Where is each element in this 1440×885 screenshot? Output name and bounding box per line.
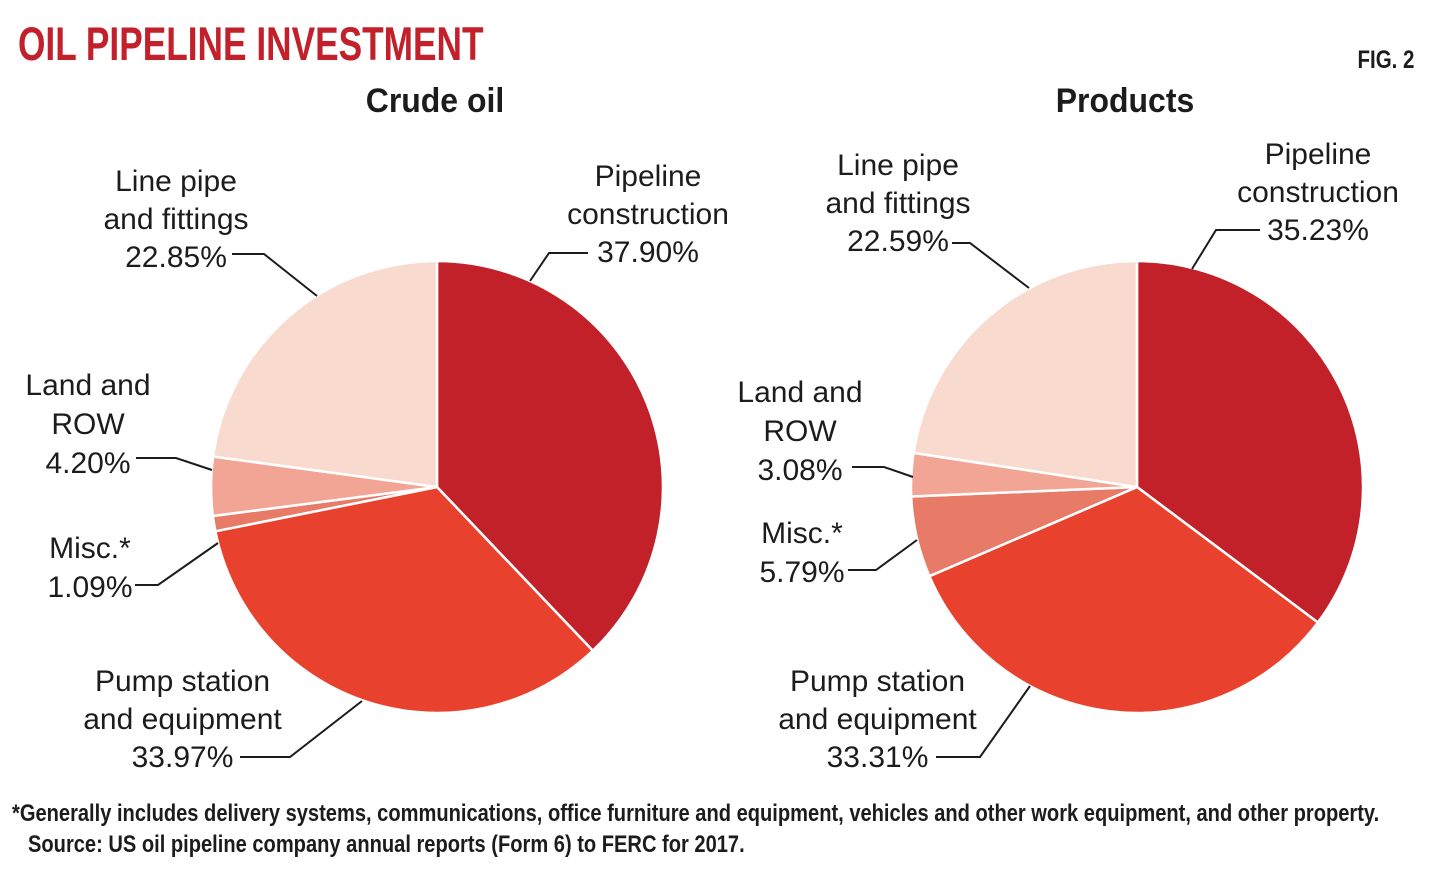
label-crude-pipeline-construction: Pipeline construction 37.90%	[528, 158, 768, 272]
label-products-pump-station: Pump station and equipment 33.31%	[755, 663, 1000, 777]
leader-products-land-row	[852, 466, 914, 478]
crude-oil-pie-slice-4	[211, 259, 439, 489]
products-chart-title: Products	[1055, 82, 1195, 120]
footnote-asterisk: *Generally includes delivery systems, co…	[12, 800, 1380, 827]
crude-oil-pie-slice-1	[214, 485, 595, 715]
leader-crude-land-row	[136, 457, 213, 471]
label-products-land-row: Land and ROW 3.08%	[712, 373, 888, 490]
leader-products-pump-station	[936, 685, 1031, 758]
label-products-misc-pct: 5.79%	[759, 556, 845, 589]
label-crude-pipeline-construction-pct: 37.90%	[597, 236, 699, 269]
leader-crude-misc	[135, 542, 219, 586]
figure-title: OIL PIPELINE INVESTMENT	[18, 17, 484, 70]
products-pie-slice-1	[928, 485, 1320, 715]
leader-crude-pump-station	[240, 700, 363, 758]
leader-products-line-pipe	[952, 242, 1030, 289]
products-pie	[909, 259, 1365, 715]
label-products-line-pipe-pct: 22.59%	[847, 225, 949, 258]
label-crude-misc: Misc.* 1.09%	[5, 529, 175, 607]
products-pie-slice-0	[1135, 259, 1365, 624]
leader-crude-line-pipe	[232, 253, 318, 297]
label-products-line-pipe: Line pipe and fittings 22.59%	[778, 147, 1018, 261]
label-crude-misc-pct: 1.09%	[47, 571, 133, 604]
figure-number: FIG. 2	[1357, 46, 1414, 74]
label-crude-land-row-pct: 4.20%	[45, 447, 131, 480]
label-crude-line-pipe-pct: 22.85%	[125, 241, 227, 274]
leader-lines	[135, 229, 1260, 758]
crude-oil-chart-title: Crude oil	[365, 82, 505, 120]
products-pie-slice-4	[912, 259, 1139, 489]
label-crude-land-row: Land and ROW 4.20%	[0, 366, 176, 483]
leader-products-pipeline-construction	[1191, 229, 1260, 270]
label-products-land-row-pct: 3.08%	[757, 454, 843, 487]
leader-crude-pipeline-construction	[529, 252, 588, 282]
leader-products-misc	[848, 539, 918, 571]
footnote-source: Source: US oil pipeline company annual r…	[28, 831, 745, 858]
label-products-pump-station-pct: 33.31%	[826, 741, 929, 774]
label-products-misc: Misc.* 5.79%	[714, 514, 890, 592]
label-crude-line-pipe: Line pipe and fittings 22.85%	[56, 163, 296, 277]
label-crude-pump-station-pct: 33.97%	[131, 741, 234, 774]
crude-oil-pie	[209, 259, 665, 715]
label-products-pipeline-construction-pct: 35.23%	[1267, 214, 1369, 247]
label-crude-pump-station: Pump station and equipment 33.97%	[60, 663, 305, 777]
label-products-pipeline-construction: Pipeline construction 35.23%	[1198, 136, 1438, 250]
crude-oil-pie-slice-0	[435, 259, 665, 652]
